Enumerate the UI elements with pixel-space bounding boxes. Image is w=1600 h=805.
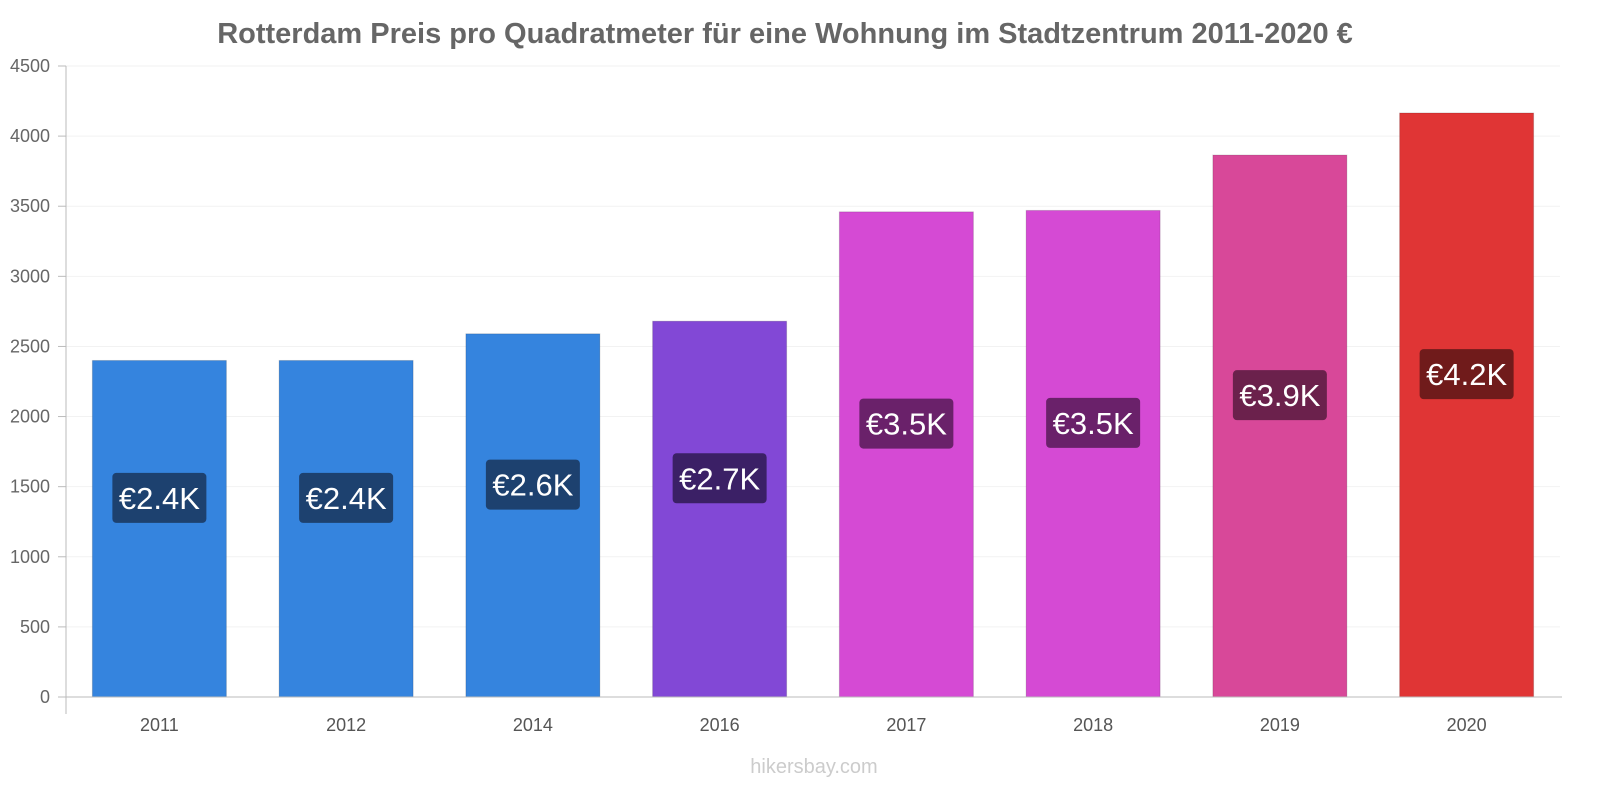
x-tick-label: 2020 bbox=[1447, 715, 1487, 735]
y-tick-label: 1500 bbox=[10, 477, 50, 497]
chart-title: Rotterdam Preis pro Quadratmeter für ein… bbox=[217, 18, 1353, 50]
data-label-background bbox=[1046, 397, 1141, 448]
bar bbox=[1399, 112, 1535, 698]
bar bbox=[652, 320, 788, 698]
data-label: €3.9K bbox=[1239, 378, 1320, 413]
x-tick-label: 2016 bbox=[700, 715, 740, 735]
data-label-background bbox=[859, 398, 954, 449]
data-label: €2.4K bbox=[306, 481, 387, 516]
x-tick-label: 2018 bbox=[1073, 715, 1113, 735]
y-tick-label: 4000 bbox=[10, 126, 50, 146]
data-label-background bbox=[1419, 349, 1514, 400]
x-tick-label: 2019 bbox=[1260, 715, 1300, 735]
data-label-background bbox=[299, 472, 394, 523]
y-axis: 0 500 1000 1500 2000 2500 3000 3500 4000 4500 bbox=[10, 56, 66, 707]
y-tick-label: 3000 bbox=[10, 266, 50, 286]
data-label-background bbox=[485, 459, 580, 510]
data-label-background bbox=[112, 472, 207, 523]
data-label: €4.2K bbox=[1426, 357, 1507, 392]
y-tick-label: 4500 bbox=[10, 56, 50, 76]
data-label: €3.5K bbox=[866, 407, 947, 442]
data-label: €3.5K bbox=[1053, 406, 1134, 441]
y-tick-label: 2500 bbox=[10, 336, 50, 356]
y-tick-label: 2000 bbox=[10, 407, 50, 427]
bar bbox=[278, 359, 414, 698]
data-label-background bbox=[672, 453, 767, 504]
x-tick-label: 2017 bbox=[886, 715, 926, 735]
y-tick-label: 0 bbox=[40, 687, 50, 707]
bars: €2.4K €2.4K €2.6K €2.7K €3.5K €3.5K €3.9K €4.2K bbox=[91, 112, 1535, 698]
x-axis: 2011 2012 2014 2016 2017 2018 2019 2020 bbox=[140, 715, 1487, 735]
x-tick-label: 2012 bbox=[326, 715, 366, 735]
data-label: €2.4K bbox=[119, 481, 200, 516]
data-label-background bbox=[1232, 370, 1327, 421]
data-label: €2.7K bbox=[679, 461, 760, 496]
bar bbox=[465, 333, 601, 698]
y-tick-label: 500 bbox=[20, 617, 50, 637]
x-tick-label: 2011 bbox=[140, 715, 179, 735]
bar bbox=[1025, 209, 1161, 698]
x-tick-label: 2014 bbox=[513, 715, 553, 735]
bar bbox=[838, 211, 974, 698]
bar bbox=[91, 359, 227, 698]
data-label: €2.6K bbox=[492, 468, 573, 503]
bar bbox=[1212, 154, 1348, 698]
y-tick-label: 1000 bbox=[10, 547, 50, 567]
watermark: hikersbay.com bbox=[750, 756, 877, 778]
y-tick-label: 3500 bbox=[10, 196, 50, 216]
